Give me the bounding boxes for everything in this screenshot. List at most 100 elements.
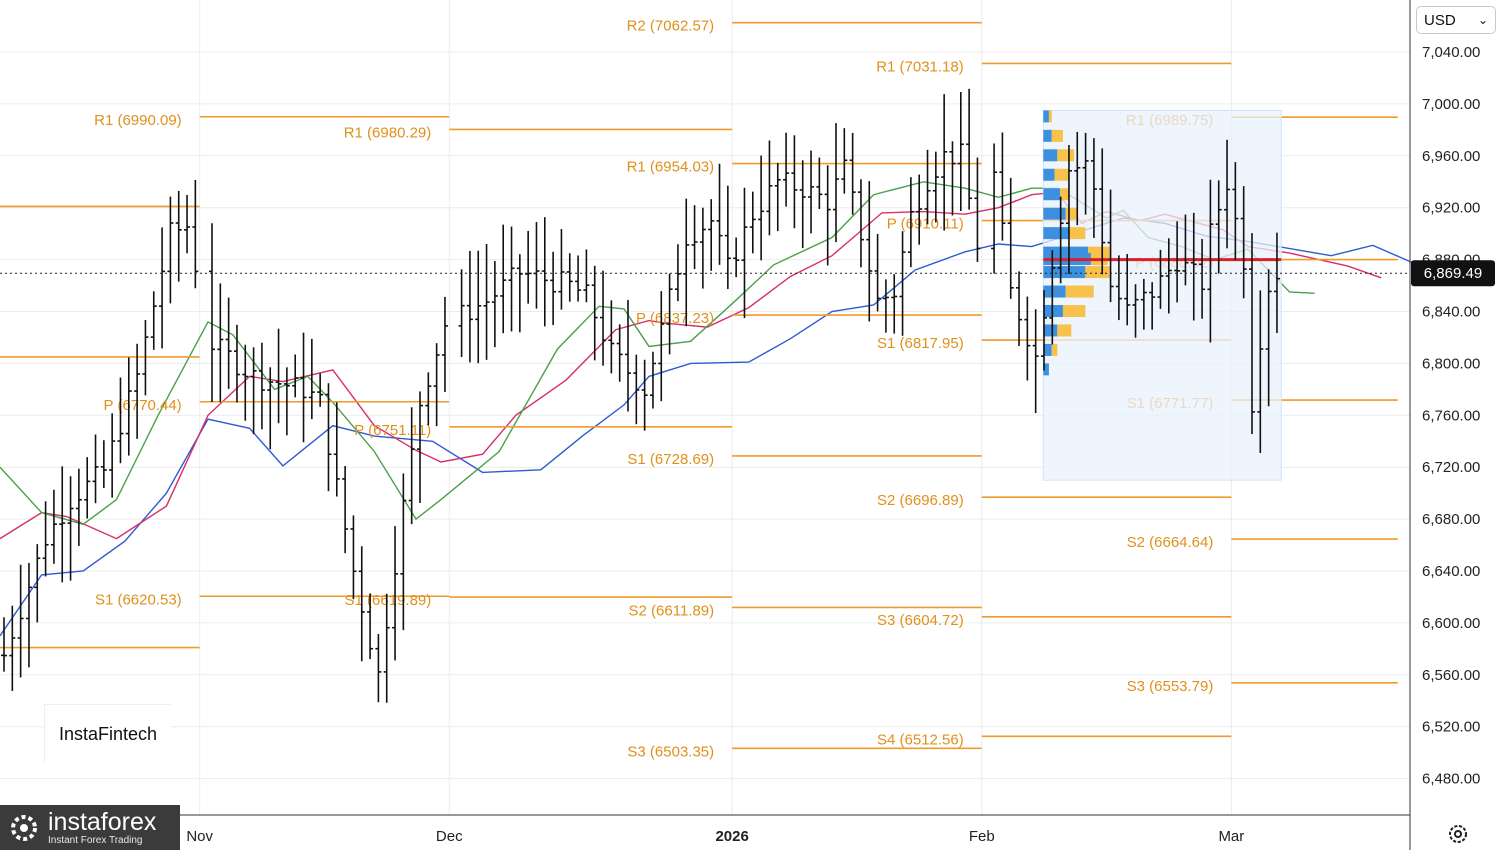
pivot-level-label: P (6837.23) [636, 310, 714, 327]
ohlc-bar [1057, 196, 1064, 284]
ohlc-bar [1090, 138, 1097, 238]
instafintech-watermark: InstaFintech [44, 704, 171, 763]
ohlc-bar [683, 198, 690, 327]
ohlc-bar [533, 222, 540, 309]
ohlc-bar [591, 265, 598, 361]
volume-bar-sell [1048, 110, 1052, 123]
pivot-level-label: S1 (6817.95) [877, 335, 964, 352]
volume-bar-sell [1057, 149, 1075, 162]
ohlc-bar [433, 343, 440, 427]
ohlc-bar [217, 283, 224, 403]
pivot-level-label: P (6910.11) [887, 216, 964, 233]
ohlc-bar [50, 489, 57, 564]
ohlc-bar [1232, 162, 1239, 261]
ohlc-bar [808, 150, 815, 234]
ohlc-bar [209, 223, 215, 403]
ohlc-bar [849, 132, 856, 215]
price-tick-label: 6,760.00 [1422, 407, 1480, 424]
instaforex-logo-icon [11, 814, 37, 841]
ohlc-bar [483, 244, 490, 360]
ohlc-bar [991, 143, 998, 274]
volume-bar-buy [1043, 149, 1058, 162]
ohlc-bar [300, 332, 307, 443]
ohlc-bar [633, 354, 640, 425]
ohlc-bar [999, 132, 1006, 241]
ohlc-bar [1115, 255, 1122, 321]
ohlc-bar [924, 149, 931, 225]
ohlc-bar [250, 347, 257, 435]
ohlc-bar [841, 128, 848, 194]
ohlc-bar [425, 372, 432, 426]
ohlc-bar [941, 94, 948, 231]
currency-select[interactable]: USD ⌄ [1416, 6, 1496, 34]
price-tick-label: 6,960.00 [1422, 148, 1480, 165]
price-tick-label: 6,560.00 [1422, 667, 1480, 684]
ohlc-bar [1049, 250, 1056, 345]
ohlc-bar [1099, 148, 1106, 275]
pivot-level-label: S3 (6503.35) [627, 743, 714, 760]
volume-bar-buy [1043, 324, 1058, 337]
ohlc-bar [375, 634, 382, 703]
instafintech-text: InstaFintech [58, 723, 158, 744]
ohlc-bar [225, 297, 232, 389]
ohlc-bar [1007, 177, 1014, 299]
ohlc-bar [333, 402, 340, 497]
price-tick-label: 6,520.00 [1422, 719, 1480, 736]
gear-icon[interactable] [1444, 820, 1472, 848]
pivot-level-label: R1 (6954.03) [627, 159, 715, 176]
ohlc-bar [1149, 282, 1156, 330]
ohlc-bar [641, 359, 648, 431]
volume-bar-buy [1043, 305, 1063, 317]
date-tick-label: Nov [186, 828, 213, 845]
pivot-level-label: S2 (6664.64) [1127, 534, 1214, 551]
ohlc-bar [733, 237, 740, 278]
ohlc-bar [17, 564, 24, 678]
ohlc-bar [799, 160, 806, 249]
ohlc-bar [583, 249, 590, 303]
ohlc-bar [84, 457, 91, 519]
volume-bar-sell [1085, 266, 1111, 279]
ohlc-bar [816, 157, 823, 209]
ohlc-bar [1215, 180, 1222, 274]
instaforex-logo[interactable]: instaforex Instant Forex Trading [0, 805, 180, 850]
price-tick-label: 6,480.00 [1422, 771, 1480, 788]
ohlc-bar [1174, 221, 1181, 303]
ohlc-bar [150, 291, 157, 350]
currency-value: USD [1424, 11, 1456, 29]
ohlc-bar [1199, 239, 1206, 319]
ohlc-bar [458, 269, 465, 358]
ohlc-bar [508, 226, 515, 332]
ohlc-bar [233, 324, 240, 403]
ohlc-bar [491, 261, 498, 348]
ohlc-bar [699, 207, 706, 289]
ohlc-bar [716, 163, 723, 265]
ohlc-bar [292, 354, 299, 398]
price-tick-label: 6,840.00 [1422, 304, 1480, 321]
ohlc-bar [1207, 179, 1214, 343]
price-tick-label: 6,800.00 [1422, 355, 1480, 372]
ohlc-bar [109, 413, 116, 498]
ohlc-bar [142, 320, 149, 396]
ohlc-bar [916, 174, 923, 245]
ohlc-bar [500, 224, 507, 334]
ohlc-bar [724, 185, 731, 289]
ohlc-bar [92, 434, 99, 504]
ohlc-bar [1140, 278, 1147, 330]
price-tick-label: 6,640.00 [1422, 563, 1480, 580]
ohlc-bar [59, 466, 66, 583]
ohlc-bar [1224, 139, 1231, 249]
pivot-level-label: S2 (6696.89) [877, 492, 964, 509]
ohlc-bar [267, 367, 274, 450]
ohlc-bar [974, 157, 981, 262]
ohlc-bar [566, 253, 573, 302]
ohlc-bar [350, 515, 357, 600]
ohlc-bar [516, 254, 523, 333]
ohlc-bar [658, 291, 665, 402]
volume-bar-buy [1043, 110, 1049, 123]
volume-bar-sell [1057, 324, 1072, 337]
volume-bar-buy [1043, 207, 1066, 220]
price-tick-label: 7,000.00 [1422, 96, 1480, 113]
ohlc-bar [1107, 189, 1114, 303]
